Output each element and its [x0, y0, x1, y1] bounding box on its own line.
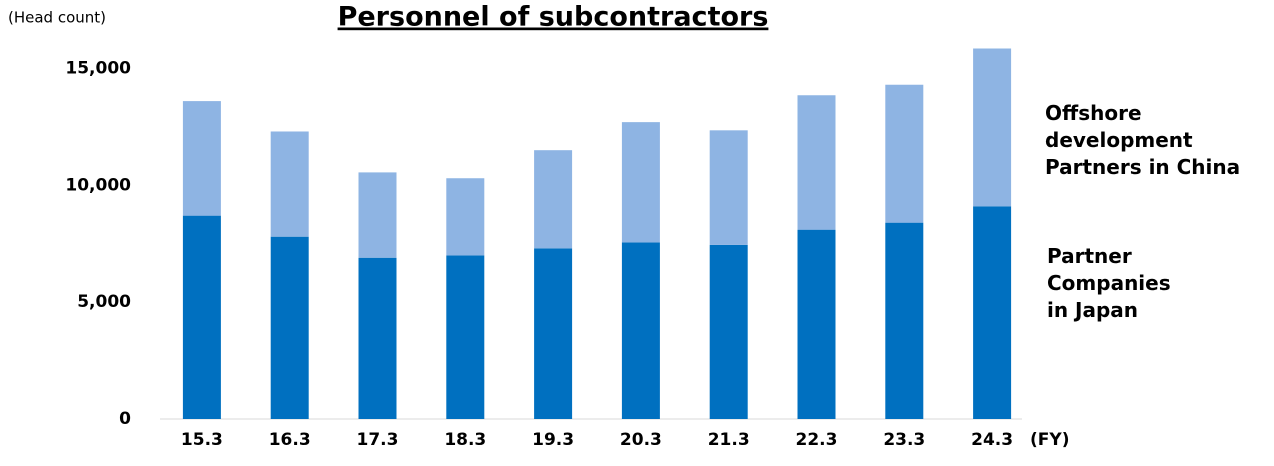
bar-segment — [182, 215, 221, 419]
y-tick-label: 5,000 — [77, 292, 131, 312]
x-tick-label: 22.3 — [796, 430, 838, 450]
bar-segment — [885, 84, 924, 223]
y-axis-label: (Head count) — [8, 9, 106, 27]
bar-segment — [358, 257, 397, 419]
y-tick-label: 0 — [119, 409, 131, 429]
x-tick-label: 19.3 — [532, 430, 574, 450]
bar-segment — [885, 222, 924, 419]
bar-segment — [534, 248, 573, 419]
bar-segment — [797, 229, 836, 419]
bar-segment — [446, 255, 485, 419]
x-tick-label: 20.3 — [620, 430, 662, 450]
bar-segment — [621, 242, 660, 419]
bar-segment — [182, 101, 221, 216]
legend-label: Partner Companies in Japan — [1047, 244, 1171, 322]
bar-segment — [534, 150, 573, 249]
x-tick-label: 23.3 — [883, 430, 925, 450]
bar-segment — [270, 236, 309, 419]
x-tick-label: 21.3 — [708, 430, 750, 450]
legend-label: Offshore development Partners in China — [1045, 101, 1241, 179]
x-tick-label: 15.3 — [181, 430, 223, 450]
chart-title: Personnel of subcontractors — [338, 2, 769, 33]
bar-segment — [358, 172, 397, 258]
y-tick-label: 15,000 — [65, 58, 131, 78]
x-tick-label: 18.3 — [444, 430, 486, 450]
y-tick-label: 10,000 — [65, 175, 131, 195]
x-tick-label: 16.3 — [269, 430, 311, 450]
bar-segment — [797, 95, 836, 230]
bar-segment — [621, 122, 660, 243]
bar-segment — [709, 244, 748, 419]
x-tick-label: 24.3 — [971, 430, 1013, 450]
x-axis-label: (FY) — [1030, 430, 1069, 450]
bar-segment — [270, 131, 309, 237]
bar-segment — [973, 48, 1012, 207]
bar-segment — [709, 130, 748, 245]
x-tick-label: 17.3 — [357, 430, 399, 450]
bar-segment — [446, 178, 485, 256]
bar-segment — [973, 206, 1012, 419]
